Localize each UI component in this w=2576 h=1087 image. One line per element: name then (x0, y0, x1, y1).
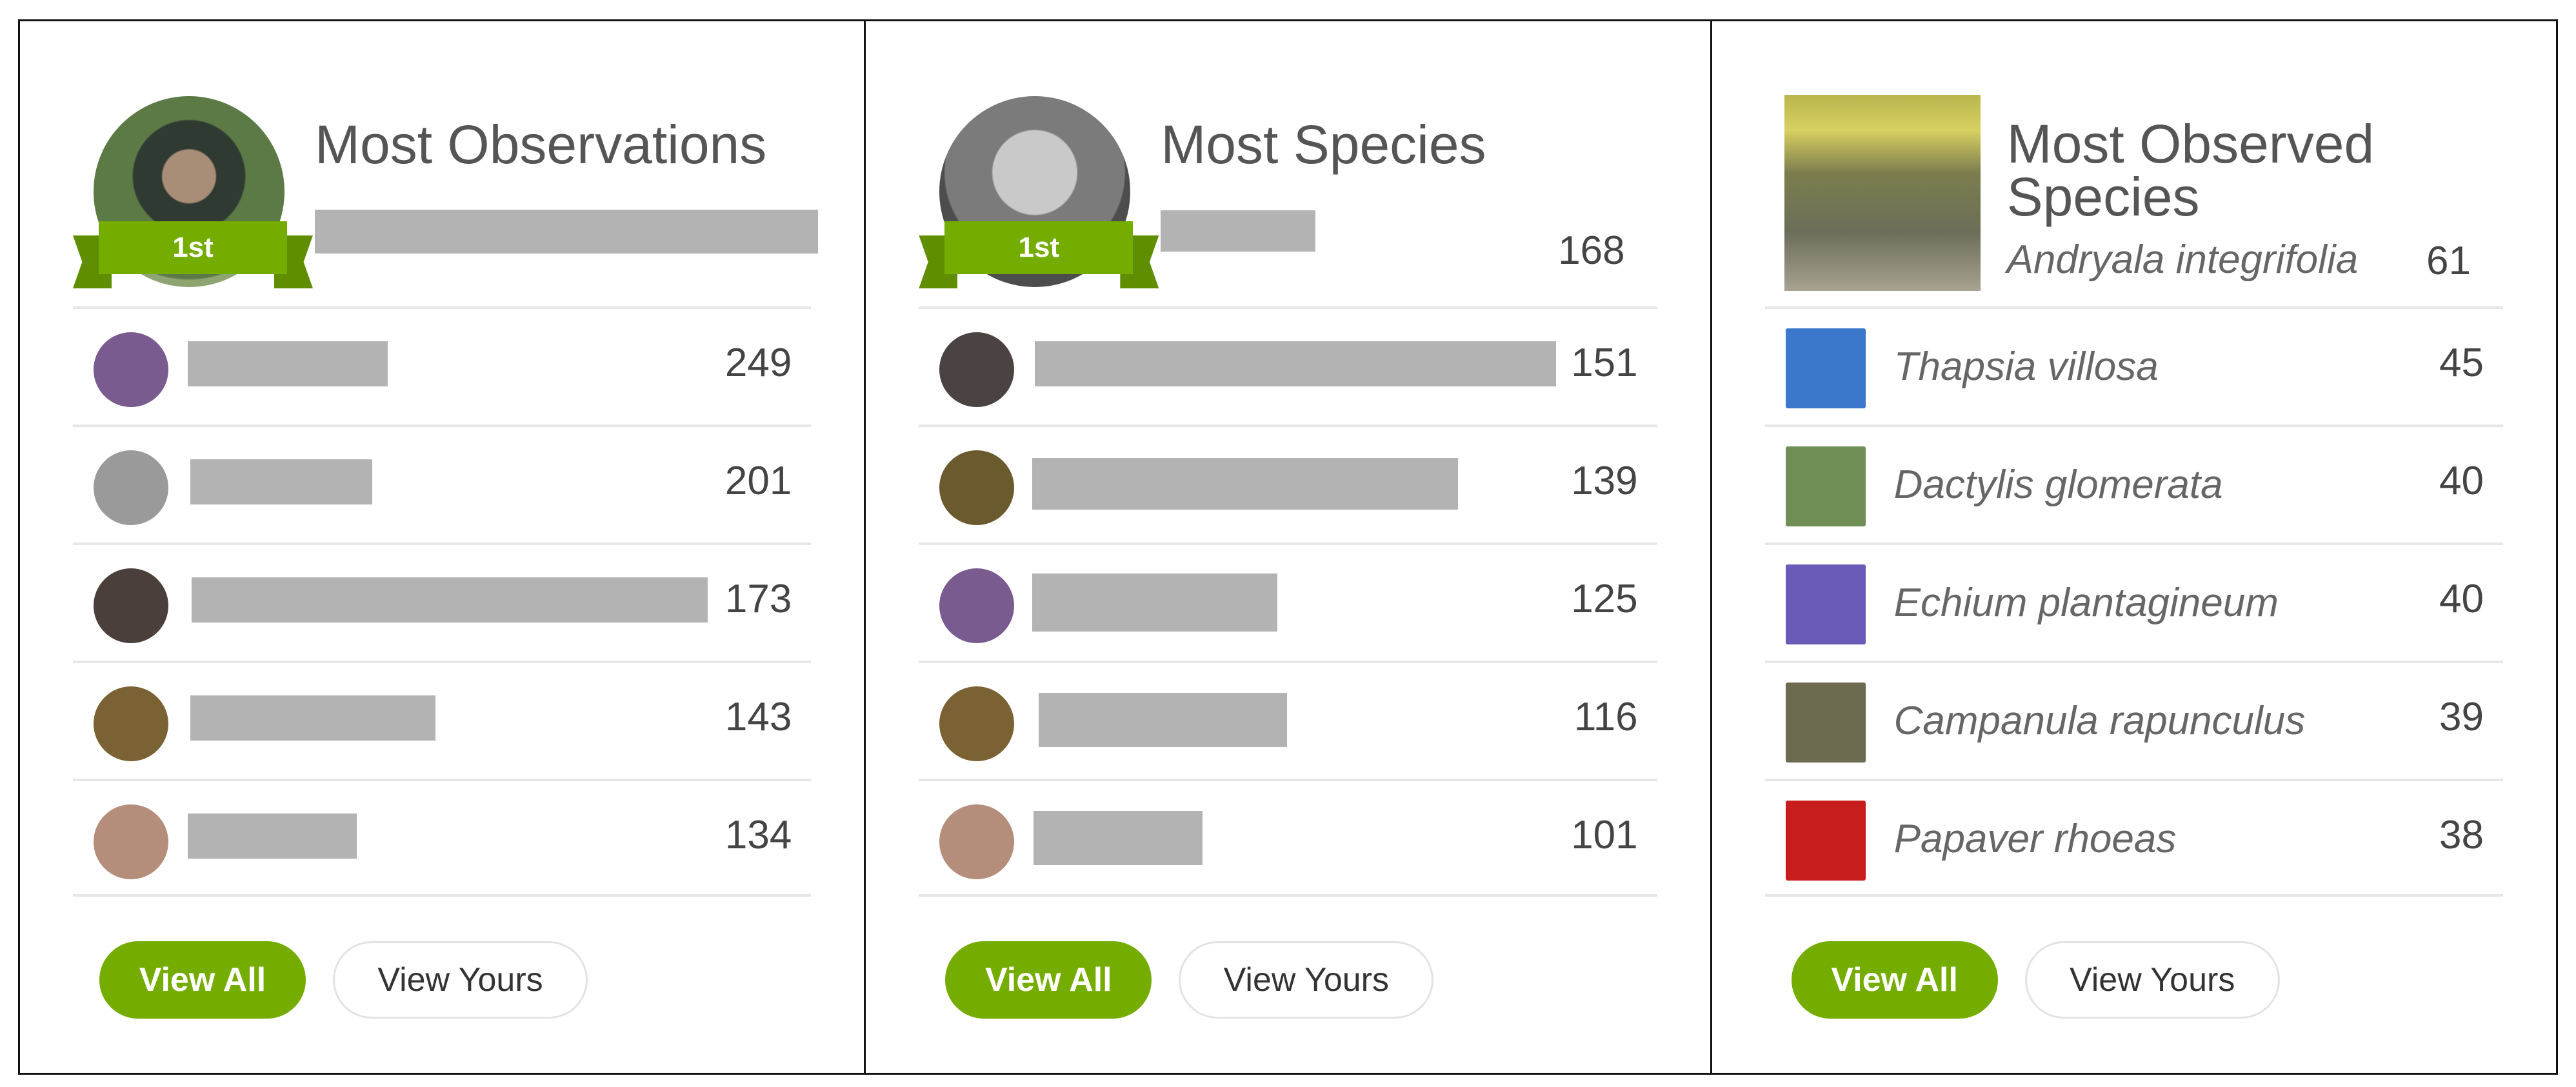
user-name-redacted (1032, 458, 1459, 510)
species-thumbnail[interactable] (1785, 564, 1866, 644)
species-thumbnail[interactable] (1785, 446, 1866, 526)
avatar[interactable] (939, 568, 1015, 643)
user-name-redacted (190, 459, 372, 504)
avatar[interactable] (939, 804, 1015, 879)
user-name-redacted (192, 577, 708, 623)
first-place-badge: 1st (944, 221, 1133, 274)
list-item[interactable]: 139 (919, 424, 1657, 543)
leader-species-name[interactable]: Andryala integrifolia (2006, 237, 2359, 282)
view-yours-button[interactable]: View Yours (1179, 941, 1434, 1019)
species-count: 151 (1571, 341, 1638, 385)
species-count: 125 (1571, 577, 1638, 621)
observation-count: 38 (2439, 813, 2484, 857)
observation-count: 249 (724, 341, 792, 385)
leaderboard-frame: 1st Most Observations 249 201 173 (18, 19, 2558, 1075)
user-name-redacted (1039, 693, 1288, 747)
view-yours-button[interactable]: View Yours (333, 941, 588, 1019)
view-all-button[interactable]: View All (945, 941, 1152, 1019)
panel-title: Most Observations (315, 114, 767, 175)
species-count: 139 (1571, 459, 1638, 503)
panel-actions: View All View Yours (1791, 941, 2280, 1019)
leader-name-redacted (315, 210, 818, 254)
species-name[interactable]: Dactylis glomerata (1893, 463, 2223, 507)
list-item[interactable]: 173 (73, 543, 812, 661)
species-thumbnail[interactable] (1785, 683, 1866, 763)
user-name-redacted (1032, 573, 1278, 632)
leader-observation-count: 61 (2426, 239, 2471, 283)
species-thumbnail[interactable] (1785, 328, 1866, 408)
list-item[interactable]: 201 (73, 424, 812, 543)
species-count: 116 (1573, 695, 1638, 739)
user-name-redacted (1035, 341, 1557, 386)
user-name-redacted (1033, 811, 1203, 865)
user-name-redacted (188, 813, 357, 859)
observation-count: 201 (724, 459, 792, 503)
observed-species-list: Thapsia villosa 45 Dactylis glomerata 40… (1764, 306, 2503, 897)
most-observed-species-panel: Most Observed Species Andryala integrifo… (1710, 21, 2556, 1073)
avatar[interactable] (939, 686, 1015, 761)
species-name[interactable]: Papaver rhoeas (1893, 817, 2177, 861)
observation-count: 134 (724, 813, 792, 857)
most-species-panel: 1st Most Species 168 151 139 125 (864, 21, 1710, 1073)
panel-title: Most Species (1161, 114, 1486, 175)
user-name-redacted (188, 341, 388, 386)
list-item[interactable]: 116 (919, 661, 1657, 779)
list-item[interactable]: 151 (919, 306, 1657, 424)
list-item[interactable]: 143 (73, 661, 812, 779)
species-name[interactable]: Campanula rapunculus (1893, 699, 2306, 743)
list-item[interactable]: Thapsia villosa 45 (1764, 306, 2503, 424)
most-observations-panel: 1st Most Observations 249 201 173 (20, 21, 864, 1073)
first-place-ribbon: 1st (919, 221, 1159, 292)
first-place-badge: 1st (99, 221, 287, 274)
avatar[interactable] (94, 450, 168, 525)
avatar[interactable] (94, 804, 168, 879)
observations-list: 249 201 173 143 134 (73, 306, 812, 897)
list-item[interactable]: 134 (73, 779, 812, 897)
observations-leader: 1st Most Observations (73, 75, 818, 327)
list-item[interactable]: Papaver rhoeas 38 (1764, 779, 2503, 897)
observation-count: 45 (2439, 341, 2484, 385)
first-place-ribbon: 1st (73, 221, 313, 292)
observation-count: 40 (2439, 459, 2484, 503)
species-name[interactable]: Thapsia villosa (1893, 344, 2159, 389)
species-thumbnail[interactable] (1785, 801, 1866, 881)
list-item[interactable]: Dactylis glomerata 40 (1764, 424, 2503, 543)
avatar[interactable] (939, 332, 1015, 407)
panel-actions: View All View Yours (99, 941, 588, 1019)
view-yours-button[interactable]: View Yours (2024, 941, 2280, 1019)
view-all-button[interactable]: View All (1791, 941, 1998, 1019)
species-list: 151 139 125 116 101 (919, 306, 1657, 897)
user-name-redacted (190, 695, 435, 741)
view-all-button[interactable]: View All (99, 941, 306, 1019)
observation-count: 40 (2439, 577, 2484, 621)
avatar[interactable] (94, 332, 168, 407)
observation-count: 173 (724, 577, 792, 621)
leader-species-count: 168 (1558, 228, 1625, 273)
observation-count: 143 (724, 695, 792, 739)
list-item[interactable]: 101 (919, 779, 1657, 897)
leader-species-photo[interactable] (1784, 95, 1981, 291)
list-item[interactable]: 125 (919, 543, 1657, 661)
avatar[interactable] (939, 450, 1015, 525)
list-item[interactable]: Campanula rapunculus 39 (1764, 661, 2503, 779)
panel-actions: View All View Yours (945, 941, 1434, 1019)
leader-name-redacted (1161, 210, 1316, 252)
observation-count: 39 (2439, 695, 2484, 739)
avatar[interactable] (94, 686, 168, 761)
list-item[interactable]: 249 (73, 306, 812, 424)
panel-title: Most Observed Species (2006, 114, 2375, 227)
list-item[interactable]: Echium plantagineum 40 (1764, 543, 2503, 661)
species-leader: 1st Most Species 168 (919, 75, 1657, 327)
avatar[interactable] (94, 568, 168, 643)
species-name[interactable]: Echium plantagineum (1893, 581, 2279, 625)
species-count: 101 (1571, 813, 1638, 857)
observed-species-leader: Most Observed Species Andryala integrifo… (1765, 75, 2503, 327)
